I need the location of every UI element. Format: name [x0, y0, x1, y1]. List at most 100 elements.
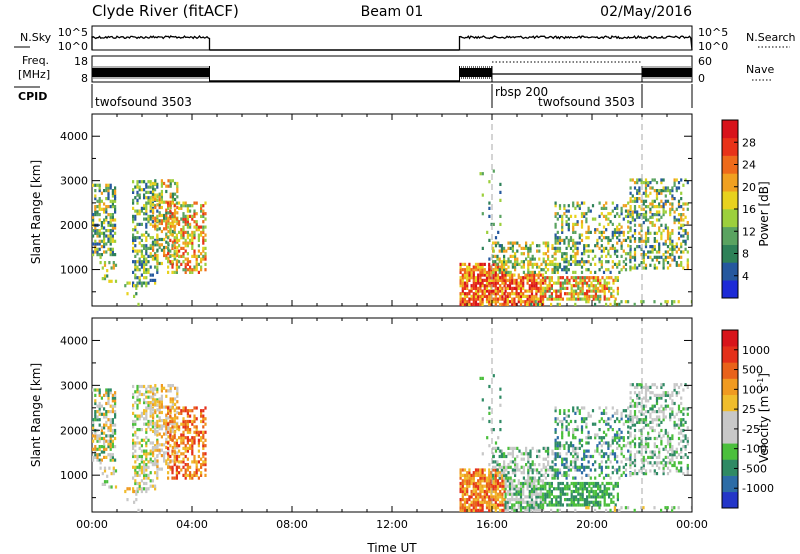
velocity-cell — [569, 419, 573, 424]
velocity-cell — [143, 465, 146, 469]
velocity-cell — [184, 463, 187, 467]
power-cell — [554, 241, 557, 245]
power-cell — [607, 260, 610, 264]
nsearch-label: N.Search — [746, 31, 796, 44]
power-cell — [662, 263, 665, 267]
power-cell — [519, 281, 523, 285]
power-cell — [513, 297, 516, 301]
velocity-cell — [128, 487, 131, 491]
velocity-cell — [145, 463, 148, 467]
velocity-cell — [547, 452, 550, 456]
velocity-cell — [176, 389, 179, 393]
power-cell — [501, 268, 504, 272]
velocity-cell — [620, 436, 623, 440]
power-cell — [671, 186, 674, 190]
power-cell — [567, 238, 570, 242]
power-cell — [561, 238, 564, 242]
power-cell — [511, 246, 514, 250]
velocity-cell — [481, 376, 484, 380]
power-cell — [666, 229, 670, 233]
velocity-cell — [686, 472, 689, 476]
power-cell — [559, 286, 562, 290]
velocity-cell — [511, 468, 514, 472]
power-cell — [561, 230, 564, 234]
power-cell — [494, 300, 497, 304]
velocity-cell — [509, 465, 512, 469]
power-cell — [538, 249, 541, 253]
velocity-cell — [202, 430, 205, 434]
velocity-cell — [193, 414, 196, 418]
velocity-cell — [547, 460, 550, 464]
power-cell — [636, 189, 639, 193]
power-cell — [468, 289, 471, 293]
power-cell — [152, 208, 155, 212]
power-cell — [592, 294, 595, 298]
power-cell — [642, 199, 645, 203]
velocity-cell — [677, 431, 681, 435]
velocity-cell — [550, 489, 553, 494]
velocity-cell — [178, 465, 181, 469]
power-cell — [649, 202, 652, 206]
power-cell — [636, 215, 639, 219]
power-cell — [675, 218, 678, 222]
power-cell — [653, 199, 656, 203]
velocity-cell — [494, 495, 497, 499]
velocity-cell — [501, 508, 504, 512]
velocity-cell — [544, 449, 547, 453]
power-cell — [156, 228, 159, 232]
velocity-cell — [544, 457, 547, 461]
velocity-cell — [580, 430, 584, 434]
velocity-cell — [145, 465, 148, 469]
velocity-cell — [167, 457, 170, 461]
power-cell — [202, 225, 205, 229]
velocity-cell — [601, 481, 604, 486]
power-cell — [105, 229, 108, 233]
velocity-cell — [191, 460, 194, 464]
velocity-cell — [197, 438, 200, 442]
power-cell — [653, 213, 656, 217]
velocity-cell — [474, 498, 478, 502]
velocity-cell — [111, 393, 114, 397]
power-cell — [544, 294, 547, 298]
velocity-cell — [109, 391, 112, 395]
power-cell — [537, 289, 540, 293]
power-cell — [506, 300, 509, 304]
power-cell — [608, 297, 611, 301]
power-cell — [644, 266, 648, 270]
power-cell — [544, 281, 547, 285]
power-cell — [488, 257, 491, 261]
velocity-cell — [472, 503, 475, 507]
velocity-cell — [94, 447, 97, 451]
velocity-cell — [575, 503, 578, 507]
power-cell — [191, 233, 194, 237]
velocity-cell — [96, 415, 99, 419]
velocity-cell — [108, 466, 111, 470]
power-cell — [200, 268, 203, 272]
velocity-cell — [500, 454, 503, 459]
velocity-cell — [463, 492, 467, 496]
velocity-cell — [658, 447, 661, 451]
power-cell — [193, 249, 196, 253]
power-cell — [488, 268, 491, 272]
power-cell — [567, 260, 570, 264]
power-cell — [564, 286, 567, 290]
power-cell — [472, 286, 475, 290]
velocity-cell — [601, 495, 604, 499]
power-cell — [556, 230, 559, 234]
velocity-cell — [171, 397, 174, 401]
velocity-cell — [616, 481, 619, 486]
velocity-cell — [581, 495, 584, 499]
velocity-cell — [536, 508, 539, 512]
velocity-cell — [666, 404, 670, 408]
velocity-cell — [658, 455, 661, 459]
velocity-cell — [675, 469, 678, 473]
velocity-cell — [610, 498, 613, 502]
velocity-cell — [511, 452, 514, 456]
velocity-cell — [154, 392, 157, 397]
velocity-cell — [197, 468, 200, 472]
velocity-cell — [666, 436, 670, 441]
power-cell — [151, 220, 154, 224]
power-cell — [618, 302, 621, 306]
velocity-cell — [178, 444, 181, 448]
velocity-cell — [481, 484, 484, 488]
